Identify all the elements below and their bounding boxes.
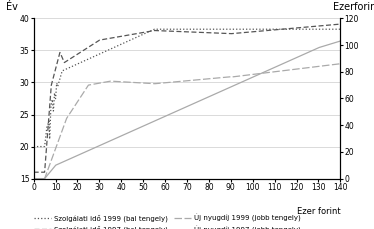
Legend: Szolgálati idő 1999 (bal tengely), Szolgálati idő 1997 (bal tengely), Új nyugdíj: Szolgálati idő 1999 (bal tengely), Szolg… — [34, 214, 301, 229]
Text: Ezerforint: Ezerforint — [333, 2, 374, 12]
Text: Ezer forint: Ezer forint — [297, 207, 340, 216]
Text: Év: Év — [6, 2, 18, 12]
